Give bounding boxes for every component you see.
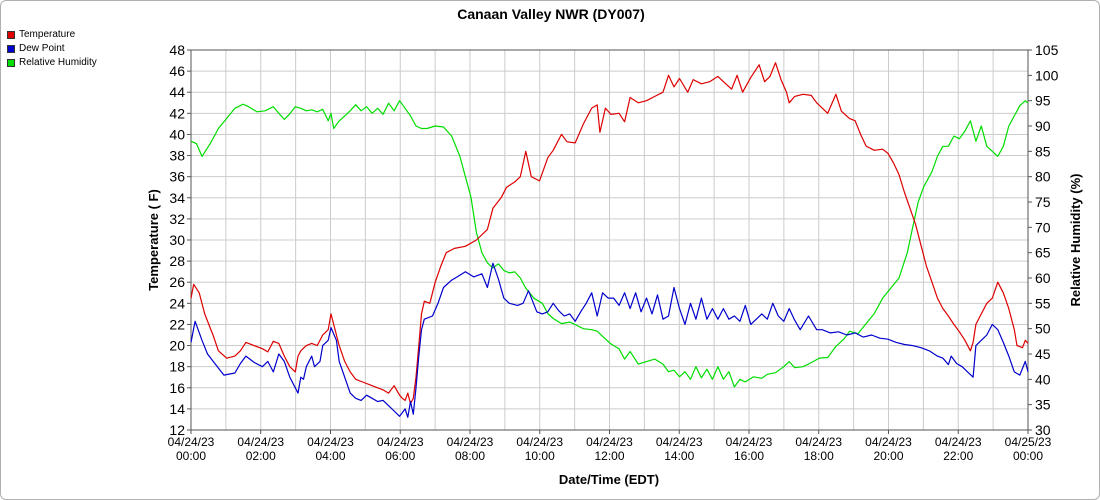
legend-swatch-dew-point [7,45,15,53]
chart-title: Canaan Valley NWR (DY007) [457,6,645,22]
legend-swatch-temperature [7,31,15,39]
y-right-tick-label: 60 [1035,270,1051,286]
y-left-tick-label: 46 [169,63,185,79]
x-tick-label-time: 00:00 [176,449,206,463]
y-left-tick-label: 36 [169,169,185,185]
y-right-tick-label: 100 [1035,67,1059,83]
y-axis-right-label: Relative Humidity (%) [1068,174,1083,307]
y-right-tick-label: 35 [1035,397,1051,413]
x-tick-label-date: 04/24/23 [795,435,842,449]
legend-swatch-relative-humidity [7,59,15,67]
chart-legend: Temperature Dew Point Relative Humidity [7,28,97,70]
y-left-tick-label: 26 [169,274,185,290]
x-tick-label-time: 10:00 [525,449,555,463]
legend-label-relative-humidity: Relative Humidity [19,57,97,68]
y-right-tick-label: 80 [1035,169,1051,185]
y-axis-right-ticks: 30 35 40 45 50 55 60 65 70 75 80 85 90 95 100 105 [1028,42,1059,438]
x-tick-label-date: 04/24/23 [865,435,912,449]
x-tick-label-date: 04/24/23 [237,435,284,449]
y-left-tick-label: 40 [169,126,185,142]
y-left-tick-label: 14 [169,401,185,417]
x-tick-label-date: 04/25/23 [1005,435,1052,449]
y-left-tick-label: 44 [169,84,185,100]
y-left-tick-label: 28 [169,253,185,269]
y-right-tick-label: 55 [1035,295,1051,311]
x-tick-label-date: 04/24/23 [168,435,215,449]
x-tick-label-time: 06:00 [385,449,415,463]
x-tick-label-date: 04/24/23 [726,435,773,449]
y-left-tick-label: 34 [169,190,185,206]
x-tick-label-time: 08:00 [455,449,485,463]
y-right-tick-label: 75 [1035,194,1051,210]
x-tick-label-time: 02:00 [246,449,276,463]
x-tick-label-time: 16:00 [734,449,764,463]
x-tick-label-time: 00:00 [1013,449,1043,463]
x-tick-label-time: 18:00 [804,449,834,463]
series-line-temperature [190,62,1029,405]
y-left-tick-label: 24 [169,295,185,311]
x-tick-label-date: 04/24/23 [586,435,633,449]
y-left-tick-label: 30 [169,232,185,248]
y-left-tick-label: 12 [169,422,185,438]
y-right-tick-label: 85 [1035,143,1051,159]
y-left-tick-label: 18 [169,359,185,375]
x-axis-label: Date/Time (EDT) [559,472,659,487]
legend-label-dew-point: Dew Point [19,43,65,54]
x-tick-label-date: 04/24/23 [656,435,703,449]
x-tick-label-time: 20:00 [873,449,903,463]
y-axis-left-label: Temperature ( F) [146,189,161,291]
x-tick-label-date: 04/24/23 [447,435,494,449]
series-layer [190,62,1029,418]
legend-item-relative-humidity: Relative Humidity [7,56,97,70]
x-tick-label-date: 04/24/23 [377,435,424,449]
y-right-tick-label: 70 [1035,219,1051,235]
y-left-tick-label: 38 [169,148,185,164]
y-right-tick-label: 65 [1035,245,1051,261]
y-left-tick-label: 22 [169,316,185,332]
y-right-tick-label: 45 [1035,346,1051,362]
legend-item-temperature: Temperature [7,28,97,42]
x-tick-label-time: 04:00 [315,449,345,463]
y-left-tick-label: 42 [169,105,185,121]
y-right-tick-label: 105 [1035,42,1059,58]
y-right-tick-label: 90 [1035,118,1051,134]
y-left-tick-label: 20 [169,338,185,354]
x-axis-ticks: 04/24/2300:0004/24/2302:0004/24/2304:000… [168,430,1052,463]
grid-lines [190,49,1029,431]
series-line-relative-humidity [190,100,1029,388]
y-right-tick-label: 50 [1035,321,1051,337]
y-left-tick-label: 48 [169,42,185,58]
y-left-tick-label: 16 [169,380,185,396]
y-right-tick-label: 95 [1035,93,1051,109]
x-tick-label-time: 14:00 [664,449,694,463]
x-tick-label-date: 04/24/23 [935,435,982,449]
legend-label-temperature: Temperature [19,29,76,40]
y-right-tick-label: 30 [1035,422,1051,438]
x-tick-label-time: 22:00 [943,449,973,463]
y-axis-left-ticks: 12 14 16 18 20 22 24 26 28 30 32 34 36 38 40 42 44 46 48 [169,42,191,438]
legend-item-dew-point: Dew Point [7,42,97,56]
series-line-dew-point [190,262,1029,418]
x-tick-label-date: 04/24/23 [516,435,563,449]
y-left-tick-label: 32 [169,211,185,227]
y-right-tick-label: 40 [1035,371,1051,387]
x-tick-label-time: 12:00 [594,449,624,463]
x-tick-label-date: 04/24/23 [307,435,354,449]
